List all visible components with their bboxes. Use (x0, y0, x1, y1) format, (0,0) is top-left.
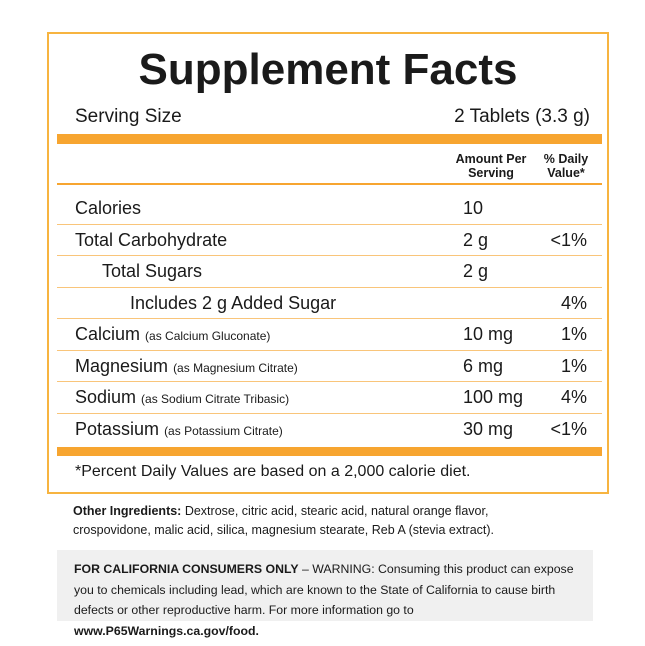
nutrient-row: Magnesium (as Magnesium Citrate) 6 mg 1% (57, 351, 602, 384)
amount: 2 g (463, 229, 489, 250)
nutrient-cell: Sodium (as Sodium Citrate Tribasic) (75, 382, 289, 415)
nutrient-cell: Total Sugars (102, 256, 202, 287)
divider (57, 183, 602, 185)
warning: FOR CALIFORNIA CONSUMERS ONLY – WARNING:… (57, 550, 593, 638)
daily-value: <1% (550, 418, 587, 439)
nutrient-note: (as Sodium Citrate Tribasic) (141, 392, 290, 406)
title: Supplement Facts (138, 45, 518, 94)
nutrient-cell: Calories (75, 193, 141, 224)
facts-panel: Supplement Facts Serving Size 2 Tablets … (47, 32, 609, 494)
nutrient-cell: Potassium (as Potassium Citrate) (75, 414, 283, 447)
warning-text: – WARNING: Consuming this product can ex… (74, 562, 574, 617)
daily-value: 4% (560, 387, 587, 407)
nutrient-row: Calcium (as Calcium Gluconate) 10 mg 1% (57, 319, 602, 351)
divider (57, 134, 602, 144)
nutrient-name: Sodium (75, 387, 137, 407)
amount: 6 mg (463, 355, 504, 376)
nutrient-row: Total Sugars 2 g (57, 256, 602, 288)
amount: 30 mg (463, 418, 514, 439)
nutrient-cell: Magnesium (as Magnesium Citrate) (75, 351, 298, 384)
nutrient-name: Total Sugars (102, 261, 203, 281)
daily-value: 1% (560, 324, 587, 344)
footnote: *Percent Daily Values are based on a 2,0… (75, 463, 471, 480)
nutrient-cell: Total Carbohydrate (75, 225, 227, 256)
ingredients-label: Other Ingredients: (73, 504, 182, 518)
daily-value: 4% (560, 292, 587, 313)
daily-value: <1% (550, 229, 587, 250)
daily-value: 1% (560, 355, 587, 376)
nutrient-cell: Includes 2 g Added Sugar (130, 288, 336, 319)
ingredients-text: Dextrose, citric acid, stearic acid, nat… (73, 504, 495, 537)
amount: 10 mg (463, 324, 514, 344)
nutrient-name: Potassium (75, 418, 160, 439)
divider (57, 447, 602, 456)
nutrient-note: (as Potassium Citrate) (164, 423, 283, 438)
nutrient-name: Total Carbohydrate (75, 229, 228, 250)
nutrient-note: (as Calcium Gluconate) (145, 329, 271, 343)
column-header: Amount Per Serving (455, 152, 527, 180)
warning-link: www.P65Warnings.ca.gov/food. (74, 623, 259, 638)
serving-size: 2 Tablets (3.3 g) (454, 106, 590, 127)
nutrient-name: Calories (75, 198, 142, 218)
column-header: % Daily Value* (543, 152, 589, 180)
nutrient-rows: Calories 10 Total Carbohydrate 2 g <1% Total … (57, 193, 602, 444)
amount: 10 (463, 198, 484, 218)
nutrient-row: Potassium (as Potassium Citrate) 30 mg <1% (57, 414, 602, 445)
other-ingredients: Other Ingredients: Dextrose, citric acid… (73, 502, 543, 540)
warning-label: FOR CALIFORNIA CONSUMERS ONLY (74, 562, 299, 576)
amount: 2 g (463, 261, 489, 281)
nutrient-note: (as Magnesium Citrate) (173, 360, 298, 375)
nutrient-row: Sodium (as Sodium Citrate Tribasic) 100 m… (57, 382, 602, 414)
nutrient-name: Includes 2 g Added Sugar (130, 292, 337, 313)
amount: 100 mg (463, 387, 524, 407)
nutrient-name: Calcium (75, 324, 141, 344)
nutrient-name: Magnesium (75, 355, 169, 376)
nutrient-cell: Calcium (as Calcium Gluconate) (75, 319, 270, 352)
nutrient-row: Calories 10 (57, 193, 602, 225)
nutrient-row: Total Carbohydrate 2 g <1% (57, 225, 602, 256)
serving-label: Serving Size (75, 106, 182, 127)
nutrient-row: Includes 2 g Added Sugar 4% (57, 288, 602, 319)
